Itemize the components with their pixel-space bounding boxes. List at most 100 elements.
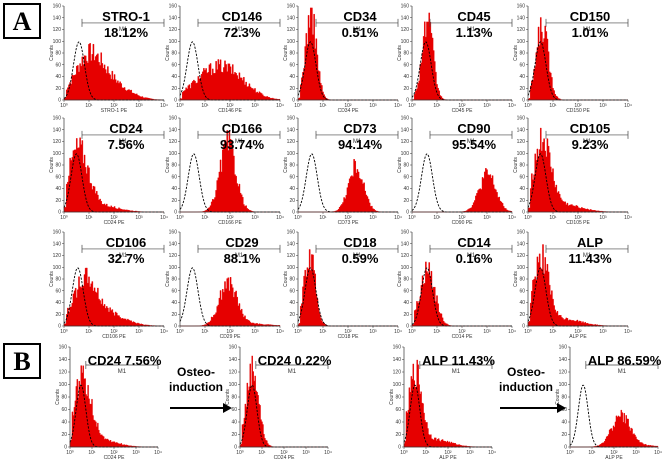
y-tick-label: 140 <box>169 127 178 133</box>
y-tick-label: 40 <box>519 300 525 306</box>
y-tick-label: 120 <box>53 27 62 33</box>
marker-percentage: 93.74% <box>220 137 265 152</box>
y-tick-label: 80 <box>519 163 525 169</box>
panel-a-histograms: 0 20 40 60 80 100 120 140 160 Counts 10⁰ 10¹ 10² 10³ 1… <box>49 4 632 341</box>
y-tick-label: 120 <box>517 27 526 33</box>
gate-label: M1 <box>618 369 627 375</box>
y-axis-label: Counts <box>283 157 289 173</box>
y-tick-label: 140 <box>169 241 178 247</box>
y-tick-label: 0 <box>292 324 295 330</box>
x-tick-label: 10¹ <box>201 103 209 109</box>
panel-a-label-box: A <box>3 3 41 39</box>
y-tick-label: 40 <box>395 420 401 426</box>
marker-name: CD24 <box>109 121 143 136</box>
sample-histogram <box>411 261 512 327</box>
y-tick-label: 80 <box>171 163 177 169</box>
y-tick-label: 60 <box>403 174 409 180</box>
y-tick-label: 160 <box>287 4 296 10</box>
x-tick-label: 10² <box>226 103 234 109</box>
y-tick-label: 0 <box>522 98 525 104</box>
x-axis-label: CD45 PE <box>452 108 474 114</box>
y-tick-label: 100 <box>401 265 410 271</box>
x-tick-label: 10² <box>458 329 466 335</box>
y-tick-label: 0 <box>174 210 177 216</box>
x-tick-label: 10³ <box>251 215 259 221</box>
y-tick-label: 80 <box>289 51 295 57</box>
y-tick-label: 20 <box>519 198 525 204</box>
y-axis-label: Counts <box>165 157 171 173</box>
marker-name: CD29 <box>225 235 258 250</box>
x-tick-label: 10² <box>574 215 582 221</box>
y-tick-label: 40 <box>171 300 177 306</box>
y-tick-label: 40 <box>403 74 409 80</box>
x-tick-label: 10⁰ <box>524 215 532 221</box>
x-tick-label: 10⁴ <box>624 329 632 335</box>
marker-percentage: 94.14% <box>338 137 383 152</box>
x-tick-label: 10⁰ <box>408 103 416 109</box>
gate-label: M1 <box>467 27 476 33</box>
y-tick-label: 80 <box>403 163 409 169</box>
x-tick-label: 10⁰ <box>400 450 408 456</box>
x-tick-label: 10³ <box>135 103 143 109</box>
x-tick-label: 10⁴ <box>394 329 402 335</box>
gate-label: M1 <box>353 27 362 33</box>
histogram-14: 0 20 40 60 80 100 120 140 160 Counts 10⁰ 10¹ 10² 10³ 1… <box>513 230 632 341</box>
y-tick-label: 80 <box>289 163 295 169</box>
x-tick-label: 10⁴ <box>154 450 162 456</box>
x-tick-label: 10² <box>574 103 582 109</box>
y-tick-label: 100 <box>169 151 178 157</box>
gate-label: M1 <box>583 139 592 145</box>
y-tick-label: 80 <box>171 51 177 57</box>
marker-percentage: 0.51% <box>342 25 379 40</box>
y-tick-label: 160 <box>169 4 178 10</box>
histogram-100: 0 20 40 60 80 100 120 140 160 Counts 10⁰ 10¹ 10² 10³ 1… <box>55 345 162 462</box>
x-tick-label: 10⁰ <box>294 329 302 335</box>
y-tick-label: 120 <box>53 139 62 145</box>
arrow-label-line2: induction <box>169 380 223 394</box>
y-tick-label: 20 <box>519 312 525 318</box>
y-tick-label: 60 <box>403 62 409 68</box>
x-axis-label: CD24 PE <box>104 455 126 461</box>
y-tick-label: 0 <box>174 324 177 330</box>
panel-b-label: B <box>13 347 30 376</box>
x-tick-label: 10⁴ <box>488 450 496 456</box>
x-tick-label: 10³ <box>483 103 491 109</box>
sample-histogram <box>239 355 328 448</box>
x-tick-label: 10² <box>610 450 618 456</box>
y-tick-label: 140 <box>559 357 568 363</box>
marker-percentage: 9.23% <box>572 137 609 152</box>
x-tick-label: 10² <box>226 215 234 221</box>
x-tick-label: 10¹ <box>549 103 557 109</box>
y-tick-label: 100 <box>401 39 410 45</box>
y-tick-label: 160 <box>401 116 410 122</box>
y-axis-label: Counts <box>49 157 55 173</box>
arrow-head <box>223 403 232 413</box>
y-tick-label: 120 <box>287 27 296 33</box>
y-tick-label: 80 <box>55 51 61 57</box>
y-tick-label: 60 <box>519 62 525 68</box>
x-tick-label: 10¹ <box>319 215 327 221</box>
x-tick-label: 10⁰ <box>176 329 184 335</box>
y-tick-label: 100 <box>393 382 402 388</box>
y-axis-label: Counts <box>397 45 403 61</box>
y-tick-label: 40 <box>289 74 295 80</box>
x-tick-label: 10⁰ <box>60 215 68 221</box>
gate-label: M1 <box>119 139 128 145</box>
gate-label: M1 <box>467 253 476 259</box>
y-tick-label: 120 <box>169 253 178 259</box>
y-tick-label: 0 <box>522 324 525 330</box>
y-tick-label: 80 <box>55 277 61 283</box>
y-tick-label: 0 <box>406 324 409 330</box>
y-tick-label: 60 <box>171 174 177 180</box>
marker-percentage: 0.59% <box>342 251 379 266</box>
y-tick-label: 140 <box>229 357 238 363</box>
y-tick-label: 40 <box>403 186 409 192</box>
y-tick-label: 40 <box>231 420 237 426</box>
y-tick-label: 120 <box>287 139 296 145</box>
x-tick-label: 10⁴ <box>508 215 516 221</box>
y-axis-label: Counts <box>513 271 519 287</box>
x-tick-label: 10¹ <box>319 103 327 109</box>
y-tick-label: 20 <box>403 198 409 204</box>
y-tick-label: 140 <box>169 15 178 21</box>
x-tick-label: 10² <box>110 329 118 335</box>
